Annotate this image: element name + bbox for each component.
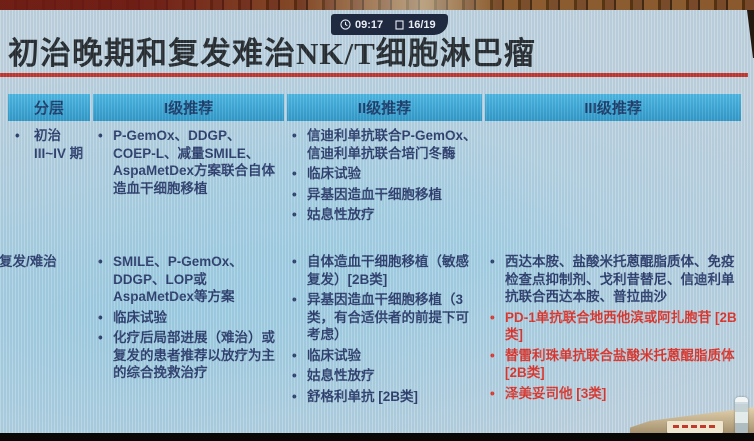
status-time: 09:17 (355, 18, 384, 31)
row1-level1-cell: P-GemOx、DDGP、COEP-L、减量SMILE、AspaMetDex方案… (93, 121, 284, 247)
status-bar: 09:17 16/19 (331, 14, 448, 35)
row2-level2-cell: 自体造血干细胞移植（敏感复发）[2B类]异基因造血干细胞移植（3类，有合适供者的… (287, 247, 482, 408)
window-blinds-background (0, 0, 754, 13)
bullet-item: 姑息性放疗 (291, 206, 480, 224)
header-cell-level3: III级推荐 (485, 94, 741, 121)
desk-box (667, 421, 723, 433)
bullet-item: SMILE、P-GemOx、DDGP、LOP或AspaMetDex等方案 (97, 253, 282, 306)
bullet-item: 临床试验 (97, 309, 282, 327)
row2-category-text: 复发/难治 (0, 254, 57, 269)
bullet-item: 泽美妥司他 [3类] (489, 385, 739, 403)
bullet-item: PD-1单抗联合地西他滨或阿扎胞苷 [2B类] (489, 309, 739, 344)
presentation-screen: 09:17 16/19 初治晚期和复发难治NK/T细胞淋巴瘤 分层 I级推荐 I… (0, 10, 754, 433)
row1-level2-cell: 信迪利单抗联合P-GemOx、信迪利单抗联合培门冬酶临床试验异基因造血干细胞移植… (287, 121, 482, 247)
bullet-item: 替雷利珠单抗联合盐酸米托蒽醌脂质体 [2B类] (489, 347, 739, 382)
header-cell-stratification: 分层 (8, 94, 90, 121)
clock-icon (340, 19, 351, 30)
row2-level1-list: SMILE、P-GemOx、DDGP、LOP或AspaMetDex等方案临床试验… (97, 253, 282, 382)
row2-level1-cell: SMILE、P-GemOx、DDGP、LOP或AspaMetDex等方案临床试验… (93, 247, 284, 408)
status-slide-counter: 16/19 (408, 18, 436, 31)
row1-level2-list: 信迪利单抗联合P-GemOx、信迪利单抗联合培门冬酶临床试验异基因造血干细胞移植… (291, 127, 480, 224)
bullet-item: 异基因造血干细胞移植（3类，有合适供者的前提下可考虑） (291, 291, 480, 344)
header-cell-level1: I级推荐 (93, 94, 284, 121)
water-bottle (735, 397, 748, 433)
bullet-item: 临床试验 (291, 165, 480, 183)
row1-category-list: 初治 III~IV 期 (15, 127, 88, 162)
bullet-item: 异基因造血干细胞移植 (291, 186, 480, 204)
slides-icon (395, 19, 404, 30)
title-underline-rule (0, 73, 748, 77)
bullet-item: 西达本胺、盐酸米托蒽醌脂质体、免疫检查点抑制剂、戈利昔替尼、信迪利单抗联合西达本… (489, 253, 739, 306)
row1-category-text: 初治 III~IV 期 (15, 127, 88, 162)
bullet-item: 临床试验 (291, 347, 480, 365)
screen-right-edge-shadow (747, 10, 754, 58)
row2-category-cell: 复发/难治 (0, 247, 90, 408)
recommendation-table: 分层 I级推荐 II级推荐 III级推荐 初治 III~IV 期 P-GemOx… (0, 94, 741, 408)
header-cell-level2: II级推荐 (287, 94, 482, 121)
bullet-item: 姑息性放疗 (291, 367, 480, 385)
row2-level2-list: 自体造血干细胞移植（敏感复发）[2B类]异基因造血干细胞移植（3类，有合适供者的… (291, 253, 480, 405)
bullet-item: P-GemOx、DDGP、COEP-L、减量SMILE、AspaMetDex方案… (97, 127, 282, 197)
row2-level3-cell: 西达本胺、盐酸米托蒽醌脂质体、免疫检查点抑制剂、戈利昔替尼、信迪利单抗联合西达本… (485, 247, 741, 408)
screen-bottom-edge (0, 433, 754, 441)
row1-level3-cell (485, 121, 741, 247)
row2-level3-list: 西达本胺、盐酸米托蒽醌脂质体、免疫检查点抑制剂、戈利昔替尼、信迪利单抗联合西达本… (489, 253, 739, 402)
bullet-item: 信迪利单抗联合P-GemOx、信迪利单抗联合培门冬酶 (291, 127, 480, 162)
bullet-item: 化疗后局部进展（难治）或复发的患者推荐以放疗为主的综合挽救治疗 (97, 329, 282, 382)
slide-title: 初治晚期和复发难治NK/T细胞淋巴瘤 (8, 36, 536, 71)
row1-category-cell: 初治 III~IV 期 (8, 121, 90, 247)
row1-level1-list: P-GemOx、DDGP、COEP-L、减量SMILE、AspaMetDex方案… (97, 127, 282, 197)
bullet-item: 自体造血干细胞移植（敏感复发）[2B类] (291, 253, 480, 288)
bullet-item: 舒格利单抗 [2B类] (291, 388, 480, 406)
